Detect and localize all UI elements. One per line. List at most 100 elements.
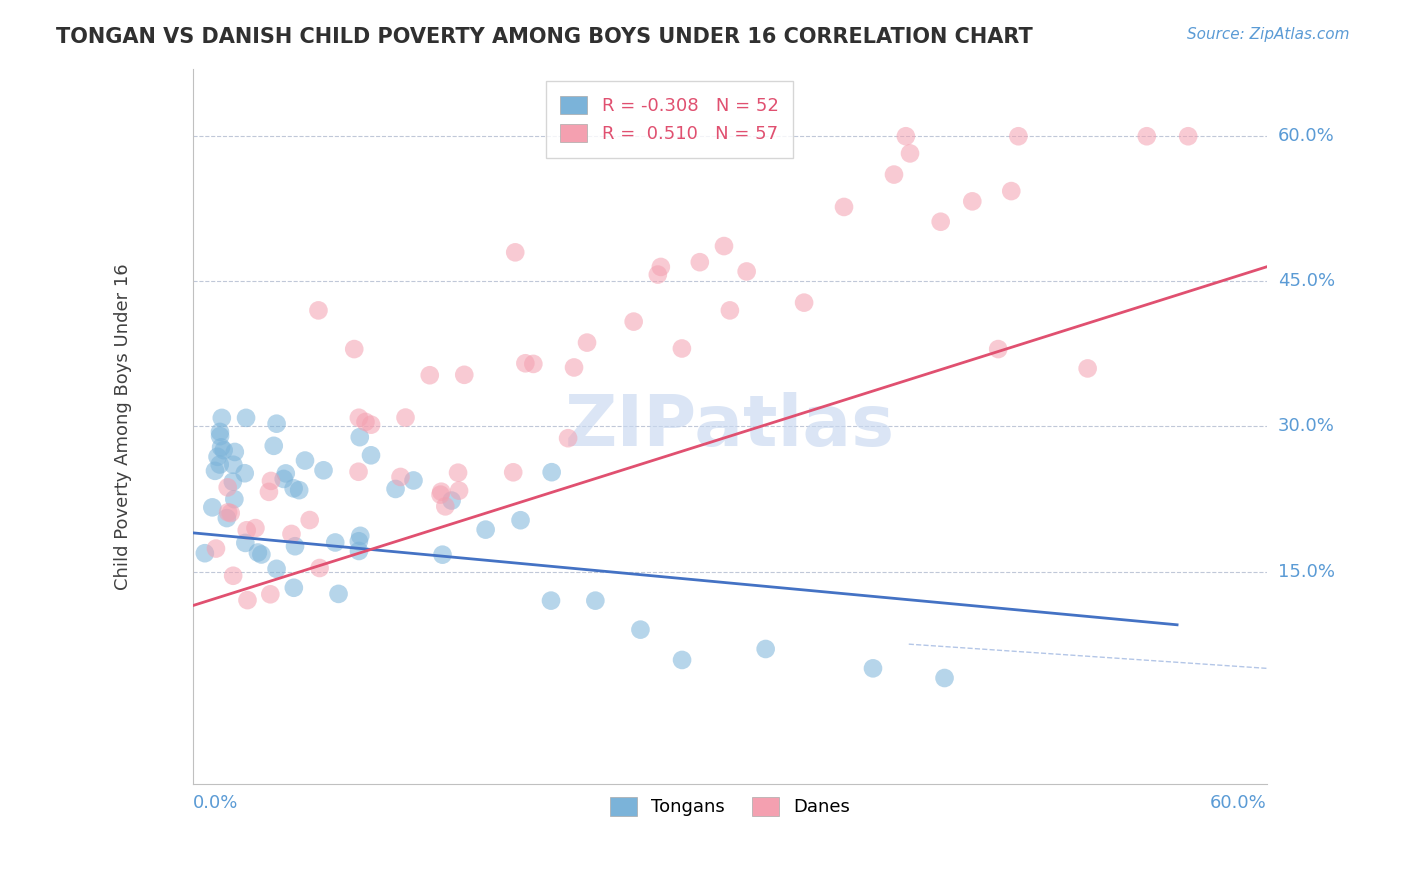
Point [347,410,370,425]
Point [402,474,425,488]
Point [389,470,412,484]
Point [294,453,316,467]
Point [432,548,454,562]
Point [1177,129,1199,144]
Point [647,268,669,282]
Point [440,493,463,508]
Text: 60.0%: 60.0% [1278,128,1334,145]
Point [246,545,269,559]
Point [284,539,307,553]
Point [215,511,238,525]
Point [288,483,311,498]
Point [894,129,917,144]
Point [576,335,599,350]
Point [540,593,562,607]
Point [929,215,952,229]
Point [755,642,778,657]
Point [1136,129,1159,144]
Point [650,260,672,274]
Point [260,474,283,488]
Point [257,484,280,499]
Point [222,475,245,489]
Point [266,562,288,576]
Point [449,483,471,498]
Point [235,523,257,537]
Point [280,527,302,541]
Point [689,255,711,269]
Point [217,505,239,519]
Point [419,368,441,383]
Point [515,356,537,370]
Point [883,168,905,182]
Point [208,458,231,472]
Point [235,410,257,425]
Point [204,464,226,478]
Point [671,653,693,667]
Point [735,264,758,278]
Point [207,450,229,464]
Point [283,581,305,595]
Text: Source: ZipAtlas.com: Source: ZipAtlas.com [1187,27,1350,42]
Point [212,443,235,458]
Point [360,448,382,462]
Point [233,467,256,481]
Point [898,146,921,161]
Point [194,546,217,560]
Point [274,467,297,481]
Point [222,458,245,472]
Point [934,671,956,685]
Point [347,465,370,479]
Point [349,529,371,543]
Point [962,194,984,209]
Point [630,623,652,637]
Point [205,541,228,556]
Point [453,368,475,382]
Text: 60.0%: 60.0% [1209,794,1267,812]
Point [224,492,246,507]
Point [209,429,232,443]
Point [540,465,562,479]
Point [557,431,579,445]
Point [349,430,371,444]
Point [987,342,1010,356]
Point [236,593,259,607]
Point [217,480,239,494]
Text: 15.0%: 15.0% [1278,563,1334,581]
Point [308,561,330,575]
Point [502,465,524,479]
Point [222,568,245,582]
Point [347,544,370,558]
Point [1000,184,1022,198]
Text: TONGAN VS DANISH CHILD POVERTY AMONG BOYS UNDER 16 CORRELATION CHART: TONGAN VS DANISH CHILD POVERTY AMONG BOY… [56,27,1033,46]
Point [793,295,815,310]
Text: 0.0%: 0.0% [193,794,239,812]
Point [298,513,321,527]
Point [713,239,735,253]
Point [308,303,330,318]
Point [360,417,382,432]
Point [283,481,305,495]
Point [208,425,231,439]
Text: ZIPatlas: ZIPatlas [565,392,896,461]
Point [328,587,350,601]
Point [671,342,693,356]
Point [862,661,884,675]
Point [384,482,406,496]
Point [562,360,585,375]
Point [347,534,370,549]
Point [447,466,470,480]
Point [718,303,741,318]
Point [1077,361,1099,376]
Point [245,521,267,535]
Point [583,593,606,607]
Point [503,245,526,260]
Point [312,463,335,477]
Point [211,410,233,425]
Text: Child Poverty Among Boys Under 16: Child Poverty Among Boys Under 16 [114,263,132,590]
Point [429,488,451,502]
Text: 30.0%: 30.0% [1278,417,1334,435]
Point [522,357,544,371]
Text: 45.0%: 45.0% [1278,272,1334,291]
Point [233,536,256,550]
Legend: Tongans, Danes: Tongans, Danes [600,789,859,825]
